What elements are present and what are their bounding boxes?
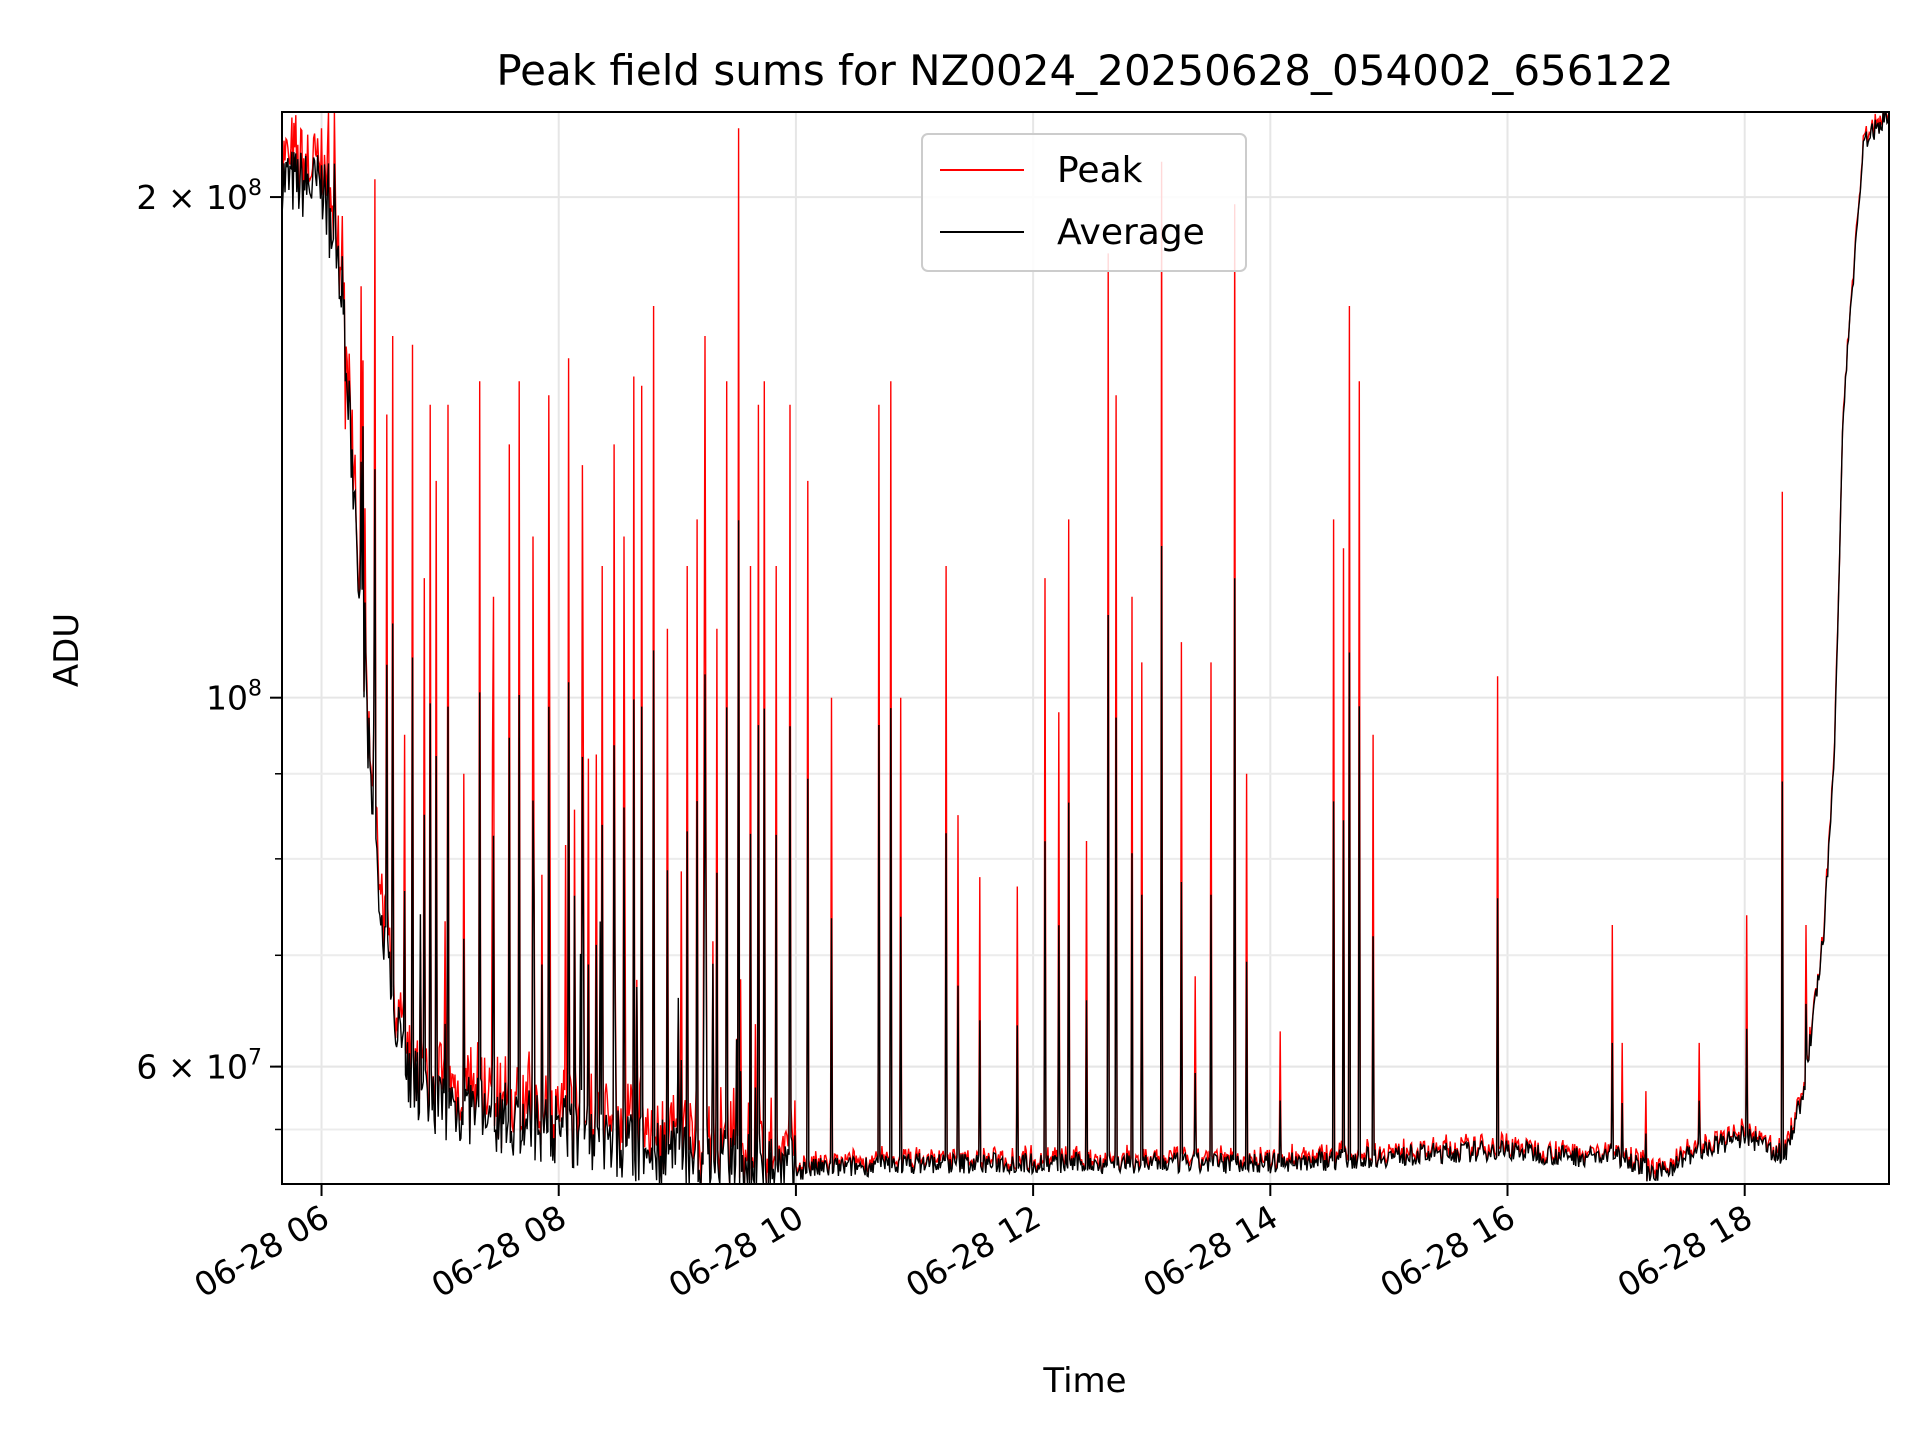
legend-box xyxy=(921,133,1247,272)
y-axis-label: ADU xyxy=(47,613,87,687)
x-axis-label: Time xyxy=(1042,1361,1126,1401)
legend: Peak Average xyxy=(921,133,1247,272)
chart-title: Peak field sums for NZ0024_20250628_0540… xyxy=(496,46,1673,95)
series-line-average xyxy=(282,112,1889,1184)
y-tick-label: 6 × 107 xyxy=(136,1046,262,1087)
plot-frame xyxy=(281,111,1890,1185)
legend-label-peak: Peak xyxy=(1057,150,1143,191)
plot-area xyxy=(282,112,1889,1184)
legend-label-average: Average xyxy=(1057,212,1205,253)
y-tick-label: 2 × 108 xyxy=(136,176,262,217)
y-tick-label: 108 xyxy=(206,677,262,718)
